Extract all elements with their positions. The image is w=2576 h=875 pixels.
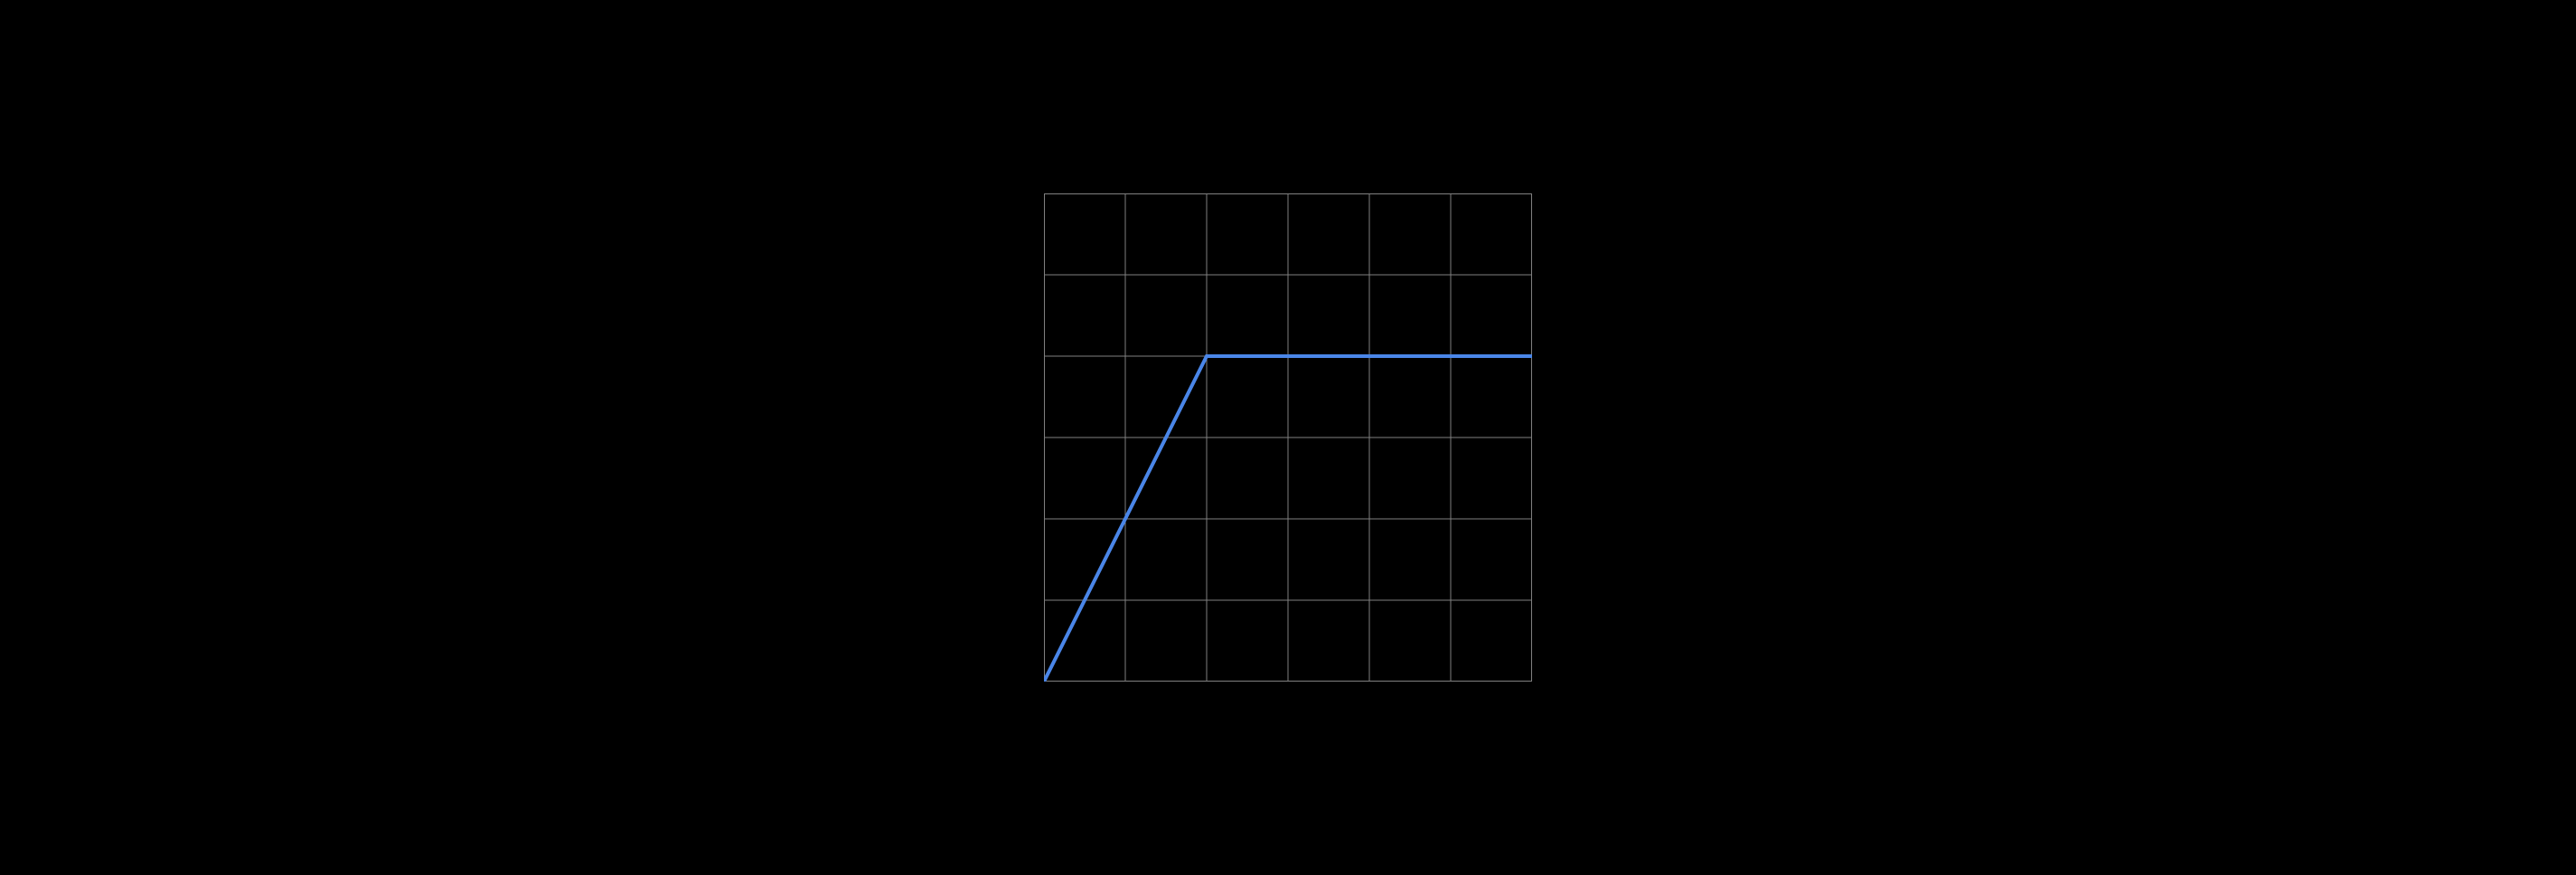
stage [0,0,2576,875]
chart-container [1044,193,1532,682]
line-chart [1044,193,1532,682]
